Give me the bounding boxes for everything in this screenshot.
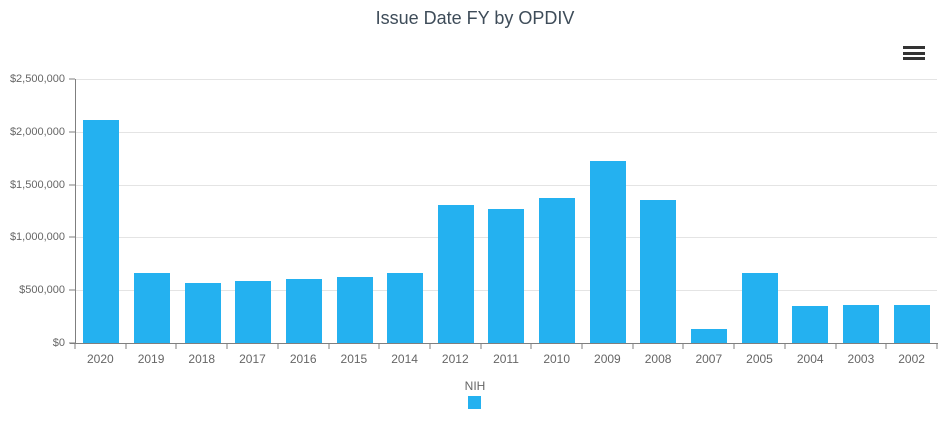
x-axis-tick-label: 2019 xyxy=(137,352,165,366)
legend-label: NIH xyxy=(464,379,486,393)
y-axis-tick-mark xyxy=(69,184,75,186)
gridline xyxy=(76,131,937,133)
y-axis-tick-mark xyxy=(69,289,75,291)
x-axis-tick-mark xyxy=(226,344,228,349)
bar-2010[interactable] xyxy=(539,197,576,343)
bar-slot xyxy=(734,79,785,343)
x-axis-tick-mark xyxy=(885,344,887,349)
bar-2014[interactable] xyxy=(387,272,424,343)
bar-slot xyxy=(76,79,127,343)
x-axis-labels: 2020 2019 2018 2017 2016 2015 2014 2012 2011 2010… xyxy=(75,352,937,366)
y-axis-tick-label: $500,000 xyxy=(19,284,65,297)
x-axis-tick-mark xyxy=(733,344,735,349)
bar-2011[interactable] xyxy=(488,209,525,343)
x-axis-tick-mark xyxy=(581,344,583,349)
bar-slot xyxy=(127,79,178,343)
x-axis-tick-label: 2015 xyxy=(340,352,368,366)
x-axis-tick-mark xyxy=(125,344,127,349)
x-axis-tick-label: 2014 xyxy=(391,352,418,366)
bar-2007[interactable] xyxy=(691,328,727,343)
bar-2020[interactable] xyxy=(83,119,120,343)
x-axis-tick-label: 2018 xyxy=(188,352,216,366)
bar-slot xyxy=(329,79,380,343)
bar-2004[interactable] xyxy=(792,305,829,343)
bar-slot xyxy=(481,79,532,343)
bar-2019[interactable] xyxy=(133,273,170,343)
x-axis-tick-label: 2010 xyxy=(543,352,571,366)
x-axis-tick-mark xyxy=(682,344,684,349)
bar-slot xyxy=(633,79,684,343)
hamburger-icon xyxy=(903,51,925,55)
bar-slot xyxy=(684,79,735,343)
bar-2018[interactable] xyxy=(184,283,221,343)
x-axis-tick-label: 2020 xyxy=(87,352,114,366)
x-axis-line xyxy=(70,343,938,344)
bar-2002[interactable] xyxy=(893,304,930,343)
y-axis-tick-mark xyxy=(69,236,75,238)
x-axis-tick-mark xyxy=(784,344,786,349)
y-axis-tick-label: $1,500,000 xyxy=(9,178,65,191)
bar-slot xyxy=(228,79,279,343)
x-axis-ticks xyxy=(74,344,938,349)
hamburger-icon xyxy=(903,46,925,49)
x-axis-tick-mark xyxy=(480,344,482,349)
x-axis-tick-mark xyxy=(632,344,634,349)
y-axis-tick-mark xyxy=(69,78,75,80)
bar-2003[interactable] xyxy=(842,304,879,343)
x-axis-tick-label: 2005 xyxy=(746,352,773,366)
chart-title: Issue Date FY by OPDIV xyxy=(375,8,575,28)
bars xyxy=(76,79,937,343)
bar-2015[interactable] xyxy=(336,277,373,343)
bar-slot xyxy=(532,79,583,343)
x-axis-tick-label: 2004 xyxy=(796,352,824,366)
x-axis-tick-label: 2007 xyxy=(695,352,723,366)
x-axis-tick-mark xyxy=(277,344,279,349)
gridline xyxy=(76,79,937,80)
x-axis-tick-label: 2009 xyxy=(594,352,621,366)
x-axis-tick-mark xyxy=(530,344,532,349)
x-axis-tick-mark xyxy=(378,344,380,349)
plot-area xyxy=(75,79,937,343)
legend-swatch xyxy=(468,396,482,409)
gridline xyxy=(76,184,937,186)
x-axis-tick-label: 2002 xyxy=(898,352,925,366)
x-axis-tick-label: 2017 xyxy=(239,352,266,366)
y-axis-tick-label: $1,000,000 xyxy=(9,231,65,244)
bar-2017[interactable] xyxy=(235,280,272,343)
bar-2012[interactable] xyxy=(437,204,474,343)
bar-2016[interactable] xyxy=(285,279,322,343)
bar-slot xyxy=(582,79,633,343)
bar-slot xyxy=(836,79,887,343)
y-axis-tick-label: $2,500,000 xyxy=(9,73,65,85)
y-axis-tick-label: $0 xyxy=(52,337,65,349)
y-axis: $0 $500,000 $1,000,000 $1,500,000 $2,000,000… xyxy=(0,73,75,349)
chart-context-menu-button[interactable] xyxy=(902,45,926,61)
x-axis-tick-mark xyxy=(328,344,330,349)
y-axis-tick-mark xyxy=(69,131,75,133)
x-axis-tick-label: 2011 xyxy=(493,352,519,366)
bar-slot xyxy=(279,79,330,343)
legend: NIH xyxy=(0,379,950,409)
bar-slot xyxy=(430,79,481,343)
x-axis-tick-label: 2016 xyxy=(289,352,317,366)
x-axis-tick-mark xyxy=(936,344,938,349)
x-axis-tick-label: 2012 xyxy=(441,352,469,366)
bar-2005[interactable] xyxy=(741,272,778,343)
bar-2008[interactable] xyxy=(640,199,677,343)
hamburger-icon xyxy=(903,57,925,60)
bar-slot xyxy=(886,79,937,343)
legend-item-nih[interactable]: NIH xyxy=(464,379,486,409)
bar-slot xyxy=(785,79,836,343)
x-axis-tick-label: 2008 xyxy=(644,352,672,366)
bar-2009[interactable] xyxy=(589,161,626,343)
x-axis-tick-label: 2003 xyxy=(847,352,875,366)
x-axis-tick-mark xyxy=(429,344,431,349)
y-axis-tick-label: $2,000,000 xyxy=(9,125,65,138)
x-axis-tick-mark xyxy=(175,344,177,349)
x-axis-tick-mark xyxy=(835,344,837,349)
bar-slot xyxy=(380,79,431,343)
x-axis-tick-mark xyxy=(74,344,76,349)
bar-slot xyxy=(177,79,228,343)
